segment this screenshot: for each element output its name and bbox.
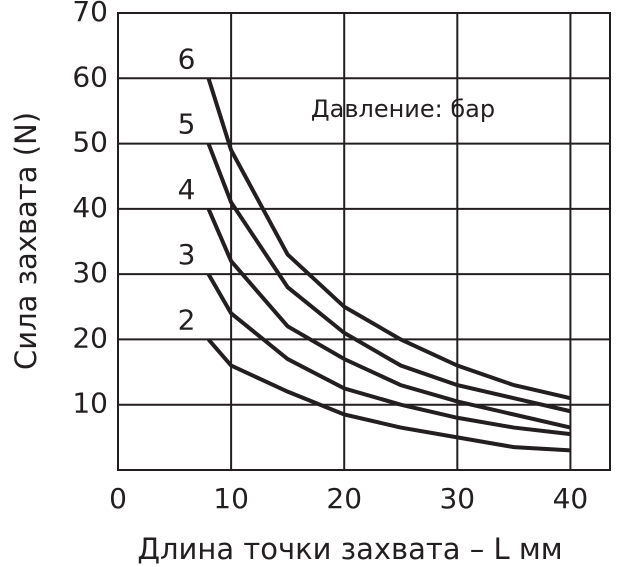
x-tick-label: 20	[326, 482, 362, 515]
series-label: 2	[178, 303, 196, 336]
curve	[206, 338, 571, 453]
y-tick-label: 40	[72, 191, 108, 224]
annotation: Давление: бар	[311, 95, 495, 123]
curve	[206, 273, 571, 437]
x-tick-label: 40	[553, 482, 589, 515]
y-axis-title: Сила захвата (N)	[9, 112, 43, 370]
curve	[206, 208, 571, 430]
curve	[206, 77, 571, 401]
y-tick-label: 60	[72, 60, 108, 93]
series-label: 4	[178, 173, 196, 206]
x-tick-label: 30	[439, 482, 475, 515]
series-label: 6	[178, 42, 196, 75]
series-label: 5	[178, 108, 196, 141]
x-axis-title: Длина точки захвата – L мм	[137, 532, 562, 566]
y-tick-label: 70	[72, 0, 108, 28]
y-tick-label: 20	[72, 321, 108, 354]
x-tick-label: 0	[109, 482, 127, 515]
y-tick-label: 10	[72, 387, 108, 420]
curve	[206, 142, 571, 414]
y-tick-label: 30	[72, 256, 108, 289]
plot-frame	[117, 12, 611, 471]
y-tick-label: 50	[72, 126, 108, 159]
x-tick-label: 10	[213, 482, 249, 515]
series-label: 3	[178, 238, 196, 271]
